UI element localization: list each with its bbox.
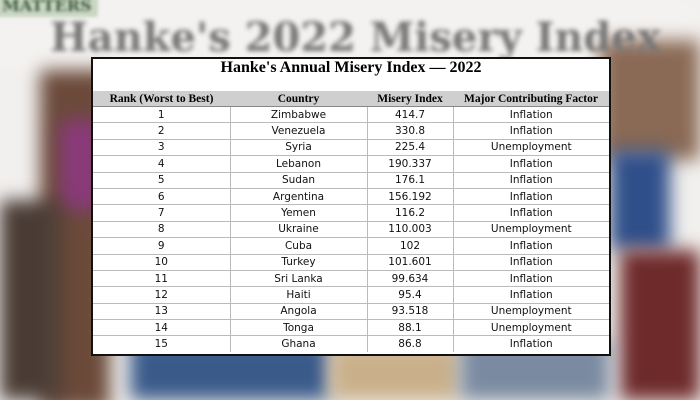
table-row: 11 Sri Lanka 99.634 Inflation — [93, 269, 609, 287]
table: Rank (Worst to Best) Country Misery Index M… — [93, 91, 609, 352]
header-row: Rank (Worst to Best) Country Misery Index M… — [93, 91, 609, 107]
table-cell: 2 — [93, 122, 230, 140]
table-cell: 3 — [93, 138, 230, 156]
table-row: 14 Tonga 88.1 Unemployment — [93, 319, 609, 336]
table-cell: Lebanon — [229, 155, 367, 173]
table-row: 9 Cuba 102 Inflation — [93, 237, 609, 255]
table-cell: Unemployment — [452, 319, 609, 336]
table-cell: Inflation — [452, 253, 609, 271]
table-cell: 1 — [93, 105, 230, 123]
table-cell: Ghana — [229, 335, 367, 352]
table-cell: Inflation — [452, 187, 609, 205]
table-cell: 88.1 — [366, 319, 453, 336]
table-cell: 12 — [93, 286, 230, 304]
table-cell: 8 — [93, 220, 230, 238]
table-title: Hanke's Annual Misery Index — 2022 — [220, 59, 482, 76]
table-cell: Haiti — [229, 286, 367, 304]
table-row: 10 Turkey 101.601 Inflation — [93, 253, 609, 271]
table-cell: 10 — [93, 253, 230, 271]
table-row: 15 Ghana 86.8 Inflation — [93, 335, 609, 352]
column-header: Country — [230, 91, 367, 107]
table-cell: 86.8 — [366, 335, 453, 352]
table-cell: 14 — [93, 319, 230, 336]
table-cell: 110.003 — [366, 220, 453, 238]
table-cell: 116.2 — [366, 204, 453, 222]
table-cell: Angola — [229, 302, 367, 320]
table-cell: Unemployment — [452, 220, 609, 238]
brand: MATTERS — [0, 0, 98, 17]
table-cell: Inflation — [452, 335, 609, 352]
table-row: 2 Venezuela 330.8 Inflation — [93, 122, 609, 140]
table-cell: 414.7 — [366, 105, 453, 123]
table-cell: 11 — [93, 269, 230, 287]
table-cell: Syria — [229, 138, 367, 156]
table-cell: 101.601 — [366, 253, 453, 271]
table-cell: Turkey — [229, 253, 367, 271]
table-cell: Inflation — [452, 105, 609, 123]
table-row: 13 Angola 93.518 Unemployment — [93, 302, 609, 320]
table-cell: Unemployment — [452, 138, 609, 156]
table-row: 5 Sudan 176.1 Inflation — [93, 171, 609, 189]
table-cell: 176.1 — [366, 171, 453, 189]
table-cell: 102 — [366, 237, 453, 255]
column-header: Rank (Worst to Best) — [93, 91, 230, 107]
table-cell: Ukraine — [229, 220, 367, 238]
table-cell: 5 — [93, 171, 230, 189]
table-row: 4 Lebanon 190.337 Inflation — [93, 155, 609, 173]
table-row: 12 Haiti 95.4 Inflation — [93, 286, 609, 304]
table-cell: 225.4 — [366, 138, 453, 156]
table-cell: 13 — [93, 302, 230, 320]
table-cell: Inflation — [452, 155, 609, 173]
table-row: 7 Yemen 116.2 Inflation — [93, 204, 609, 222]
table-cell: Venezuela — [229, 122, 367, 140]
table-cell: 7 — [93, 204, 230, 222]
table-cell: 9 — [93, 237, 230, 255]
table-row: 6 Argentina 156.192 Inflation — [93, 187, 609, 205]
table-cell: Zimbabwe — [229, 105, 367, 123]
table-cell: Inflation — [452, 269, 609, 287]
table-cell: Inflation — [452, 171, 609, 189]
table-cell: Unemployment — [452, 302, 609, 320]
table-cell: 6 — [93, 187, 230, 205]
table-body: 1 Zimbabwe 414.7 Inflation 2 Venezuela 330.8 In… — [93, 105, 609, 352]
table-cell: Inflation — [452, 204, 609, 222]
table-card: Hanke's Annual Misery Index — 2022 Rank … — [91, 57, 611, 356]
table-cell: 4 — [93, 155, 230, 173]
table-cell: Inflation — [452, 122, 609, 140]
table-row: 1 Zimbabwe 414.7 Inflation — [93, 105, 609, 123]
column-header: Major Contributing Factor — [453, 91, 609, 107]
table-cell: 95.4 — [366, 286, 453, 304]
table-cell: 93.518 — [366, 302, 453, 320]
table-cell: Yemen — [229, 204, 367, 222]
table-cell: 15 — [93, 335, 230, 352]
table-row: 8 Ukraine 110.003 Unemployment — [93, 220, 609, 238]
table-cell: Argentina — [229, 187, 367, 205]
background-title: Hanke's 2022 Misery Index — [50, 14, 661, 61]
table-cell: 156.192 — [366, 187, 453, 205]
table-cell: 190.337 — [366, 155, 453, 173]
table-cell: Inflation — [452, 286, 609, 304]
table-cell: Sri Lanka — [229, 269, 367, 287]
table-cell: Tonga — [229, 319, 367, 336]
table-row: 3 Syria 225.4 Unemployment — [93, 138, 609, 156]
table-cell: Cuba — [229, 237, 367, 255]
table-cell: Inflation — [452, 237, 609, 255]
column-header: Misery Index — [367, 91, 453, 107]
table-cell: 330.8 — [366, 122, 453, 140]
table-cell: Sudan — [229, 171, 367, 189]
table-cell: 99.634 — [366, 269, 453, 287]
